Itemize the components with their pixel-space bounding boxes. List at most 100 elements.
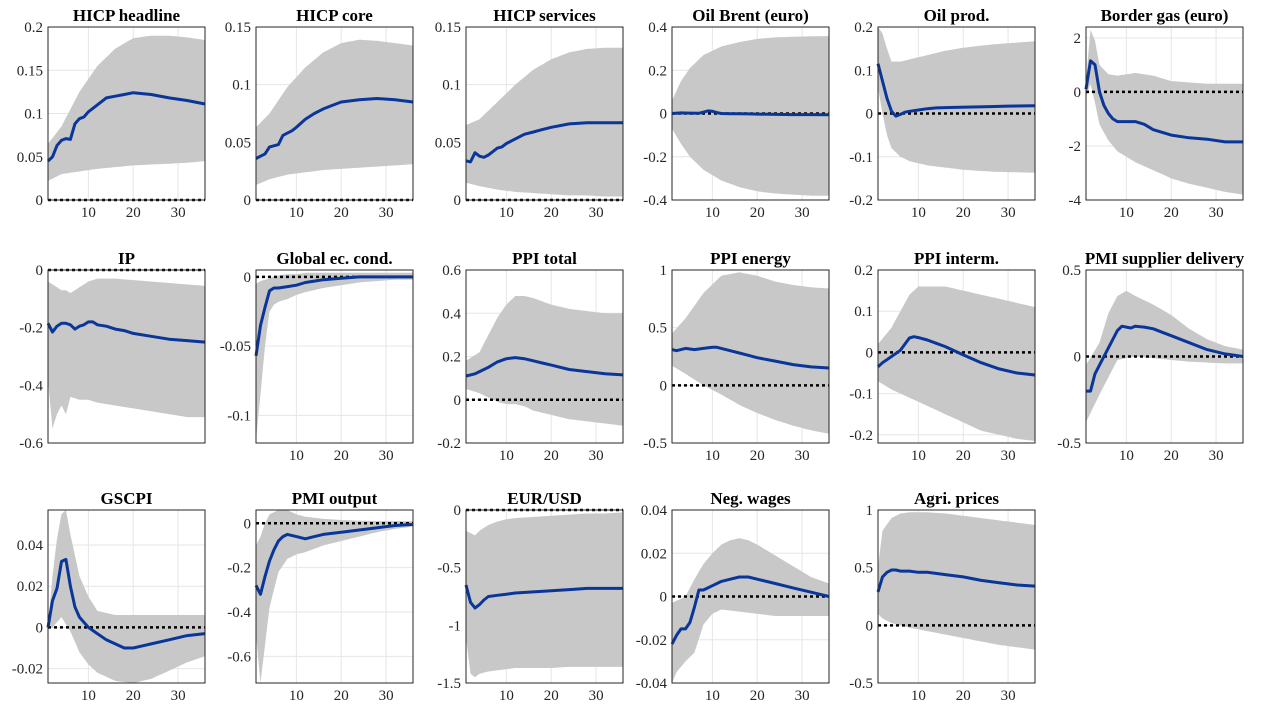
x-tick-label: 20 <box>126 205 141 221</box>
x-tick-label: 20 <box>334 205 349 221</box>
y-tick-label: 0.15 <box>17 63 43 79</box>
panel-8: -0.1 -0.05 0 10 20 30 Global ec. cond. <box>220 249 414 464</box>
axes-box <box>255 26 414 201</box>
y-tick-label: 0.02 <box>641 546 667 562</box>
x-tick-label: 10 <box>81 205 96 221</box>
axes-box <box>47 26 206 201</box>
panel-title: IP <box>118 249 135 268</box>
panel-title: HICP core <box>296 6 373 25</box>
confidence-band <box>466 47 623 197</box>
y-tick-label: 1 <box>866 503 874 519</box>
y-tick-label: 0 <box>866 345 874 361</box>
median-response-line <box>1086 324 1244 393</box>
y-tick-label: 0.2 <box>24 20 43 36</box>
y-tick-label: -0.4 <box>643 193 667 209</box>
axes-box <box>465 509 624 684</box>
median-response-line <box>46 320 206 344</box>
x-tick-label: 30 <box>379 205 394 221</box>
x-tick-label: 10 <box>1119 448 1134 464</box>
panel-title: Neg. wages <box>710 489 791 508</box>
y-tick-label: 0 <box>1074 350 1082 366</box>
x-tick-label: 10 <box>499 688 514 704</box>
y-tick-label: -0.2 <box>849 428 873 444</box>
panel-title: EUR/USD <box>507 489 582 508</box>
panel-1: 0 0.05 0.1 0.15 0.2 10 20 30 HICP headline <box>17 6 206 221</box>
median-response-line <box>671 109 830 117</box>
median-response-line <box>465 121 623 164</box>
y-tick-label: 0.1 <box>854 63 873 79</box>
x-tick-label: 10 <box>289 205 304 221</box>
x-tick-label: 30 <box>589 688 604 704</box>
panel-10: -0.5 0 0.5 1 10 20 30 PPI energy <box>643 249 830 464</box>
median-response-line <box>465 356 624 378</box>
axes-box <box>877 26 1036 201</box>
median-response-line <box>46 91 206 163</box>
y-tick-label: 0.1 <box>232 78 251 94</box>
y-tick-label: 0.05 <box>225 135 251 151</box>
y-tick-label: -2 <box>1069 139 1082 155</box>
x-tick-label: 30 <box>1001 448 1016 464</box>
y-tick-label: 0 <box>454 193 462 209</box>
x-tick-label: 20 <box>956 205 971 221</box>
confidence-band <box>878 512 1035 650</box>
median-response-line <box>876 335 1036 377</box>
x-tick-label: 10 <box>499 448 514 464</box>
x-tick-label: 30 <box>1001 205 1016 221</box>
x-tick-label: 30 <box>1209 448 1224 464</box>
y-tick-label: 0 <box>660 378 668 394</box>
y-tick-label: 0.1 <box>854 304 873 320</box>
y-tick-label: 0 <box>36 263 44 279</box>
y-tick-label: 0.02 <box>17 579 43 595</box>
x-tick-label: 30 <box>1001 688 1016 704</box>
x-tick-label: 30 <box>171 205 186 221</box>
median-response-line <box>1084 59 1243 144</box>
x-tick-label: 20 <box>750 448 765 464</box>
y-tick-label: -0.02 <box>636 633 667 649</box>
axes-box <box>671 509 830 684</box>
y-tick-label: 2 <box>1074 31 1082 47</box>
x-tick-label: 20 <box>956 688 971 704</box>
y-tick-label: -0.4 <box>227 605 251 621</box>
y-tick-label: 0 <box>1074 85 1082 101</box>
x-tick-label: 30 <box>795 205 810 221</box>
x-tick-label: 20 <box>1164 205 1179 221</box>
y-tick-label: -0.1 <box>227 408 251 424</box>
y-tick-label: -1.5 <box>437 676 461 692</box>
panel-title: Border gas (euro) <box>1101 6 1229 25</box>
y-tick-label: -0.1 <box>849 150 873 166</box>
panel-6: -4 -2 0 2 10 20 30 Border gas (euro) <box>1069 6 1244 221</box>
y-tick-label: 0.15 <box>435 20 461 36</box>
y-tick-label: -4 <box>1069 193 1082 209</box>
panel-title: Global ec. cond. <box>276 249 392 268</box>
y-tick-label: 0.2 <box>442 350 461 366</box>
y-tick-label: 0.5 <box>1062 263 1081 279</box>
panel-16: -0.04 -0.02 0 0.02 0.04 10 20 30 Neg. wages <box>636 489 830 704</box>
confidence-band <box>466 296 623 426</box>
y-tick-label: -0.5 <box>1057 436 1081 452</box>
axes-box <box>465 26 624 201</box>
axes-box <box>671 26 830 201</box>
median-response-line <box>254 522 414 596</box>
panel-title: HICP headline <box>73 6 181 25</box>
x-tick-label: 20 <box>544 688 559 704</box>
y-tick-label: 0 <box>36 193 44 209</box>
y-tick-label: 0.4 <box>442 306 461 322</box>
x-tick-label: 20 <box>750 688 765 704</box>
y-tick-label: 0 <box>244 516 252 532</box>
confidence-band <box>466 512 623 678</box>
y-tick-label: -0.2 <box>19 321 43 337</box>
panel-title: PPI energy <box>710 249 791 268</box>
axes-box <box>47 509 206 684</box>
axes-box <box>255 269 414 444</box>
panel-title: Oil Brent (euro) <box>692 6 808 25</box>
panel-title: PMI output <box>292 489 378 508</box>
y-tick-label: 0.1 <box>442 78 461 94</box>
panel-title: HICP services <box>493 6 596 25</box>
panel-title: Oil prod. <box>924 6 990 25</box>
y-tick-label: -1 <box>449 618 462 634</box>
panel-17: -0.5 0 0.5 1 10 20 30 Agri. prices <box>849 489 1036 704</box>
confidence-band <box>672 538 829 683</box>
panel-title: PMI supplier delivery <box>1085 249 1245 268</box>
confidence-band <box>878 286 1035 441</box>
